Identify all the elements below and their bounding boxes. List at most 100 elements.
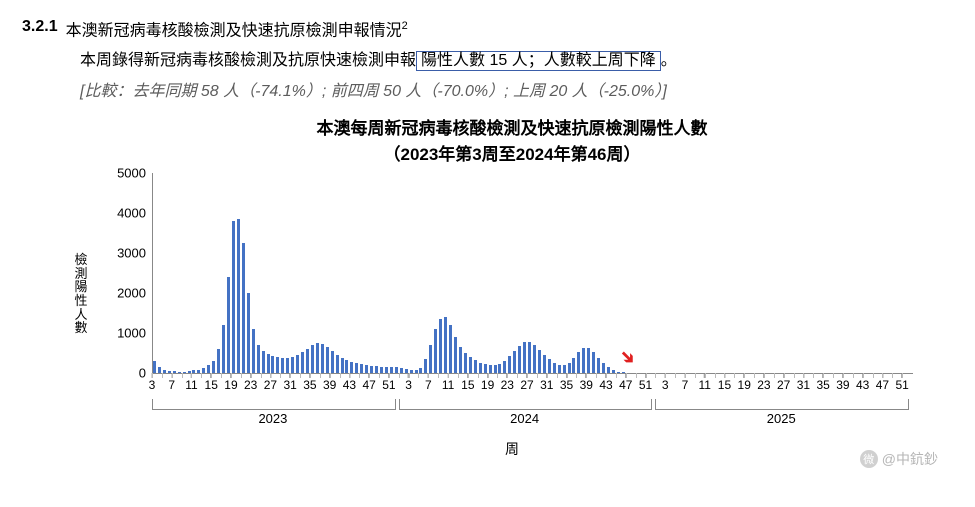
footnote-marker: 2 <box>402 20 408 32</box>
section-header: 3.2.1 本澳新冠病毒核酸檢測及快速抗原檢測申報情況2 <box>22 18 953 43</box>
bar <box>237 219 240 373</box>
bar <box>212 361 215 373</box>
x-minor-tick <box>409 373 410 378</box>
bar <box>227 277 230 373</box>
x-minor-tick <box>715 373 716 378</box>
bar <box>513 351 516 373</box>
bar <box>479 363 482 373</box>
x-minor-tick <box>270 373 271 378</box>
section-number: 3.2.1 <box>22 18 58 36</box>
bar <box>568 363 571 373</box>
x-minor-tick <box>873 373 874 378</box>
body-suffix: 。 <box>661 52 677 69</box>
x-minor-tick <box>655 373 656 378</box>
x-minor-tick <box>882 373 883 378</box>
arrow-marker: ➔ <box>615 345 641 371</box>
bar <box>597 358 600 373</box>
plot-region: ➔ <box>152 173 913 374</box>
bar <box>587 348 590 373</box>
bar <box>484 364 487 373</box>
bar <box>242 243 245 373</box>
x-minor-tick <box>803 373 804 378</box>
chart-title-line2: （2023年第3周至2024年第46周） <box>383 145 640 164</box>
y-tick: 3000 <box>117 246 146 261</box>
x-minor-tick <box>616 373 617 378</box>
bar <box>306 349 309 373</box>
x-minor-tick <box>201 373 202 378</box>
bar <box>582 348 585 373</box>
bar <box>454 337 457 373</box>
bar <box>429 345 432 373</box>
bar <box>336 355 339 373</box>
x-minor-tick <box>428 373 429 378</box>
bar <box>321 344 324 373</box>
x-minor-tick <box>261 373 262 378</box>
x-minor-tick <box>330 373 331 378</box>
bar <box>592 352 595 373</box>
bar <box>370 366 373 373</box>
x-minor-tick <box>290 373 291 378</box>
chart-plot-area: 檢測陽性人數 010002000300040005000 ➔ 371115192… <box>92 173 932 413</box>
x-minor-tick <box>379 373 380 378</box>
x-minor-tick <box>853 373 854 378</box>
section-title: 本澳新冠病毒核酸檢測及快速抗原檢測申報情況2 <box>66 18 408 43</box>
bar <box>444 317 447 373</box>
bar <box>217 349 220 373</box>
year-label: 2024 <box>510 411 539 426</box>
x-minor-tick <box>172 373 173 378</box>
y-axis-ticks: 010002000300040005000 <box>92 173 152 373</box>
body-sentence: 本周錄得新冠病毒核酸檢測及抗原快速檢測申報陽性人數 15 人；人數較上周下降。 <box>80 47 953 74</box>
x-minor-tick <box>646 373 647 378</box>
bar <box>232 221 235 373</box>
year-segment <box>152 399 396 410</box>
bar <box>207 365 210 373</box>
bar <box>257 345 260 373</box>
bar <box>222 325 225 373</box>
bar <box>424 359 427 373</box>
bar <box>291 357 294 373</box>
x-minor-tick <box>596 373 597 378</box>
y-axis-label: 檢測陽性人數 <box>74 253 88 335</box>
bar <box>508 356 511 373</box>
bar <box>558 365 561 373</box>
bar <box>494 365 497 373</box>
x-minor-tick <box>695 373 696 378</box>
bar <box>464 353 467 373</box>
x-minor-tick <box>251 373 252 378</box>
year-segment <box>399 399 653 410</box>
x-minor-tick <box>685 373 686 378</box>
x-minor-tick <box>724 373 725 378</box>
x-minor-tick <box>567 373 568 378</box>
x-minor-tick <box>764 373 765 378</box>
bar <box>518 346 521 373</box>
bar <box>345 360 348 373</box>
bar <box>301 352 304 373</box>
x-minor-tick <box>468 373 469 378</box>
bar <box>341 358 344 373</box>
bar <box>498 364 501 373</box>
bar <box>528 342 531 373</box>
x-minor-tick <box>843 373 844 378</box>
x-minor-tick <box>626 373 627 378</box>
y-tick: 0 <box>139 366 146 381</box>
x-minor-tick <box>211 373 212 378</box>
bar <box>577 352 580 373</box>
bar <box>434 329 437 373</box>
x-minor-tick <box>507 373 508 378</box>
x-minor-tick <box>458 373 459 378</box>
x-minor-tick <box>310 373 311 378</box>
y-tick: 4000 <box>117 206 146 221</box>
section-title-text: 本澳新冠病毒核酸檢測及快速抗原檢測申報情況 <box>66 22 402 39</box>
x-minor-tick <box>754 373 755 378</box>
x-minor-tick <box>517 373 518 378</box>
bar <box>523 342 526 373</box>
bar <box>262 351 265 373</box>
bar <box>602 363 605 373</box>
bar <box>538 350 541 373</box>
bar <box>439 319 442 373</box>
x-minor-tick <box>389 373 390 378</box>
x-minor-tick <box>231 373 232 378</box>
x-minor-tick <box>527 373 528 378</box>
x-minor-tick <box>320 373 321 378</box>
chart-title-line1: 本澳每周新冠病毒核酸檢測及快速抗原檢測陽性人數 <box>317 119 708 138</box>
